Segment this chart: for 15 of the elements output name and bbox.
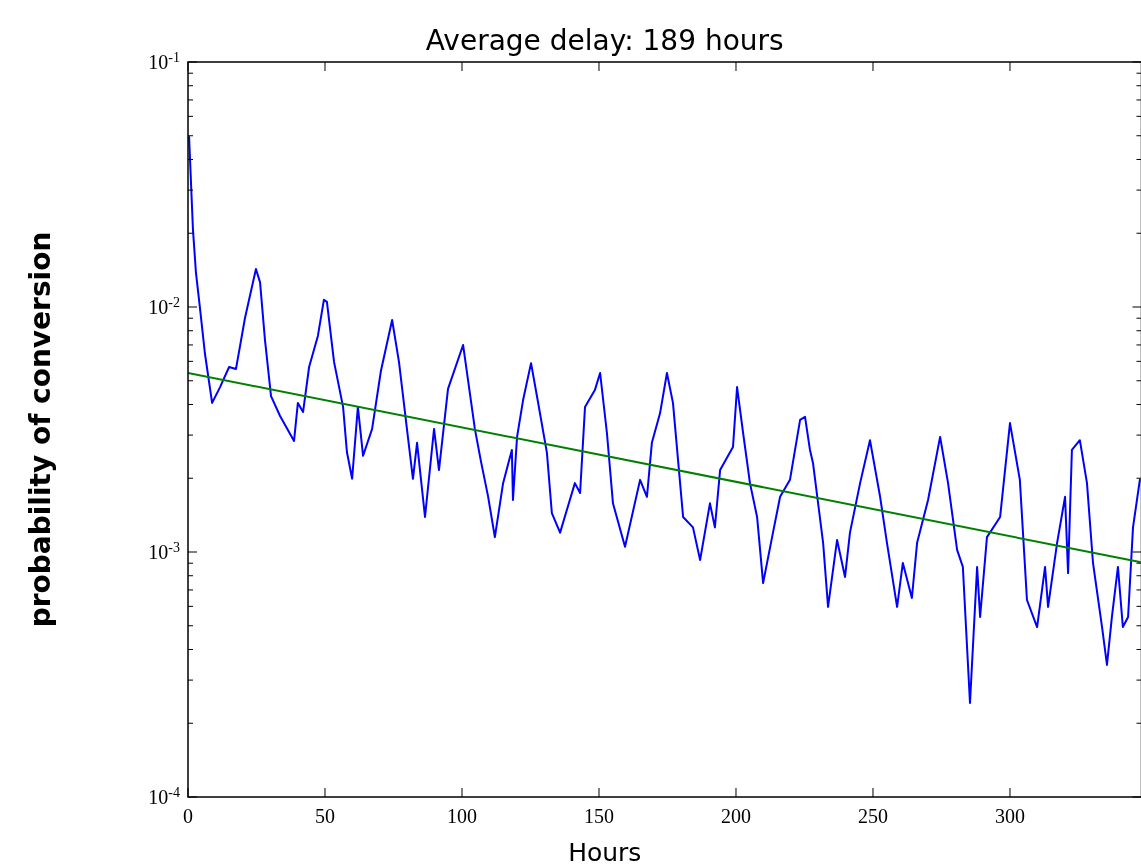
x-tick-label: 50 [315, 805, 335, 827]
y-tick-label: 10$^{-1}$ [148, 49, 180, 73]
line-series [188, 136, 1141, 704]
x-tick-label: 200 [720, 805, 751, 827]
x-tick-label: 150 [583, 805, 614, 827]
x-tick-label: 250 [857, 805, 888, 827]
x-tick-label: 100 [446, 805, 477, 827]
y-axis-title: probability of conversion [24, 231, 57, 628]
y-tick-label: 10$^{-4}$ [148, 784, 180, 808]
x-axis-title: Hours [568, 838, 642, 865]
y-tick-label: 10$^{-3}$ [148, 539, 180, 563]
x-tick-label: 0 [183, 805, 193, 827]
x-tick-label: 300 [994, 805, 1025, 827]
chart-title: Average delay: 189 hours [425, 24, 784, 57]
y-tick-label: 10$^{-2}$ [148, 294, 180, 318]
